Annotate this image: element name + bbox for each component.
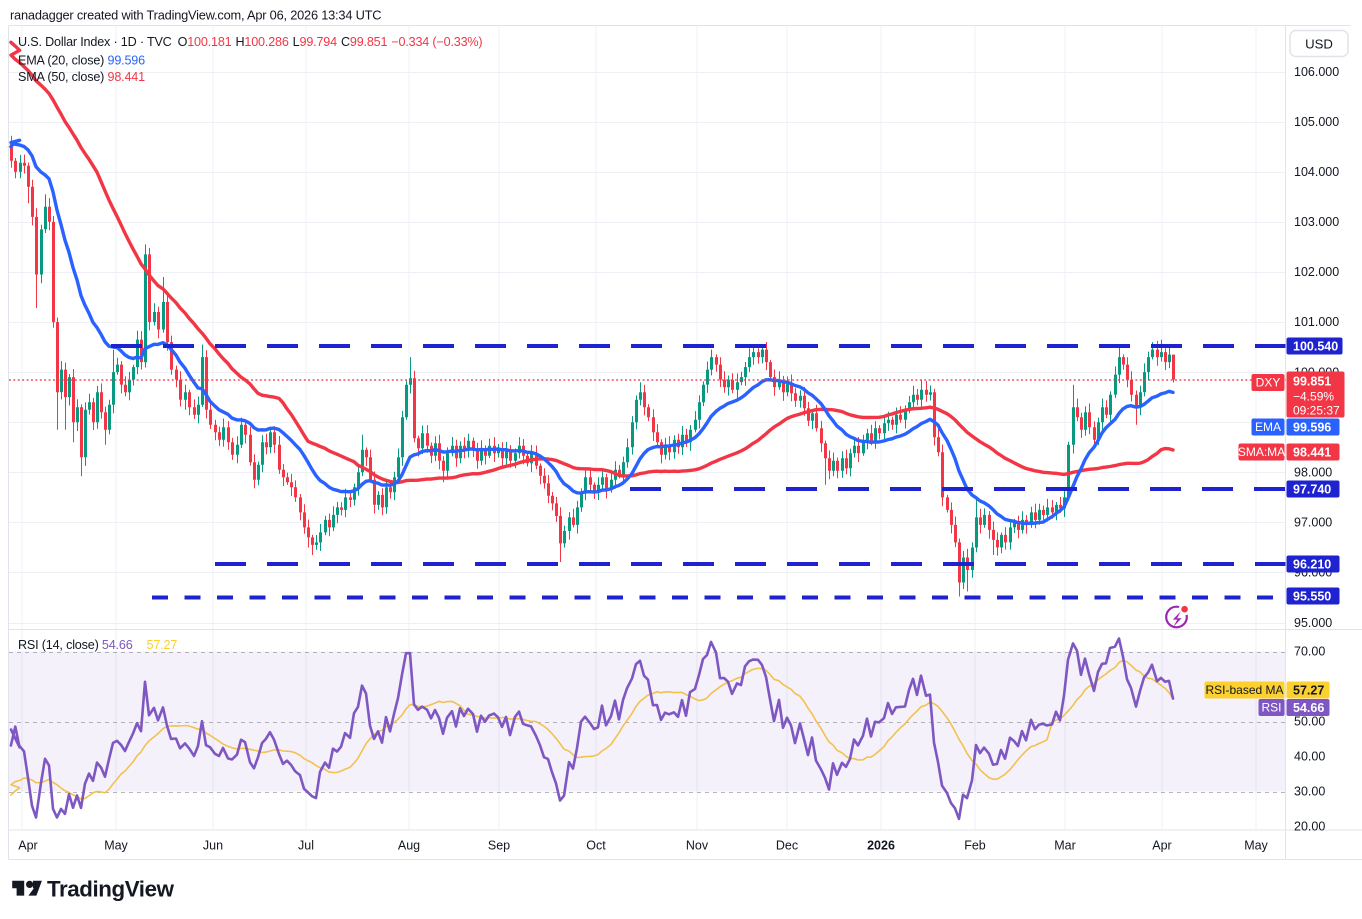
svg-text:95.000: 95.000 <box>1294 616 1332 630</box>
svg-text:97.740: 97.740 <box>1293 482 1331 496</box>
svg-text:TradingView: TradingView <box>47 877 175 902</box>
svg-text:RSI: RSI <box>1261 701 1281 715</box>
svg-text:May: May <box>1244 839 1268 853</box>
svg-text:May: May <box>104 839 128 853</box>
svg-text:106.000: 106.000 <box>1294 65 1339 79</box>
svg-text:57.27: 57.27 <box>1293 683 1324 697</box>
svg-text:Sep: Sep <box>488 839 510 853</box>
svg-text:50.00: 50.00 <box>1294 715 1325 729</box>
svg-text:Apr: Apr <box>1152 839 1171 853</box>
svg-text:20.00: 20.00 <box>1294 820 1325 834</box>
svg-text:Aug: Aug <box>398 839 420 853</box>
svg-text:Jun: Jun <box>203 839 223 853</box>
svg-text:97.000: 97.000 <box>1294 516 1332 530</box>
svg-text:104.000: 104.000 <box>1294 165 1339 179</box>
svg-text:USD: USD <box>1305 37 1333 52</box>
svg-text:103.000: 103.000 <box>1294 215 1339 229</box>
svg-text:ranadagger created with Tradin: ranadagger created with TradingView.com,… <box>10 8 381 23</box>
svg-text:09:25:37: 09:25:37 <box>1293 404 1340 418</box>
svg-text:RSI-based MA: RSI-based MA <box>1205 683 1283 697</box>
svg-text:98.441: 98.441 <box>1293 445 1331 459</box>
svg-text:Apr: Apr <box>18 839 37 853</box>
svg-text:70.00: 70.00 <box>1294 645 1325 659</box>
svg-text:−4.59%: −4.59% <box>1293 390 1334 404</box>
svg-text:99.596: 99.596 <box>1293 420 1331 434</box>
svg-text:100.540: 100.540 <box>1293 339 1338 353</box>
svg-text:Dec: Dec <box>776 839 798 853</box>
svg-text:98.000: 98.000 <box>1294 466 1332 480</box>
svg-text:Nov: Nov <box>686 839 709 853</box>
svg-text:Jul: Jul <box>298 839 314 853</box>
svg-text:Oct: Oct <box>586 839 606 853</box>
svg-text:SMA (50, close) 98.441: SMA (50, close) 98.441 <box>18 70 145 84</box>
svg-text:96.210: 96.210 <box>1293 557 1331 571</box>
svg-text:2026: 2026 <box>867 839 895 853</box>
svg-text:102.000: 102.000 <box>1294 265 1339 279</box>
svg-text:EMA: EMA <box>1255 420 1281 434</box>
svg-text:105.000: 105.000 <box>1294 115 1339 129</box>
svg-text:54.66: 54.66 <box>1293 701 1324 715</box>
svg-text:30.00: 30.00 <box>1294 785 1325 799</box>
svg-text:40.00: 40.00 <box>1294 750 1325 764</box>
svg-text:DXY: DXY <box>1256 376 1281 390</box>
svg-text:99.851: 99.851 <box>1293 375 1331 389</box>
svg-text:Mar: Mar <box>1054 839 1076 853</box>
svg-text:101.000: 101.000 <box>1294 315 1339 329</box>
svg-text:SMA:MA: SMA:MA <box>1238 445 1285 459</box>
svg-text:Feb: Feb <box>964 839 986 853</box>
svg-text:95.550: 95.550 <box>1293 589 1331 603</box>
svg-text:EMA (20, close) 99.596: EMA (20, close) 99.596 <box>18 54 145 68</box>
